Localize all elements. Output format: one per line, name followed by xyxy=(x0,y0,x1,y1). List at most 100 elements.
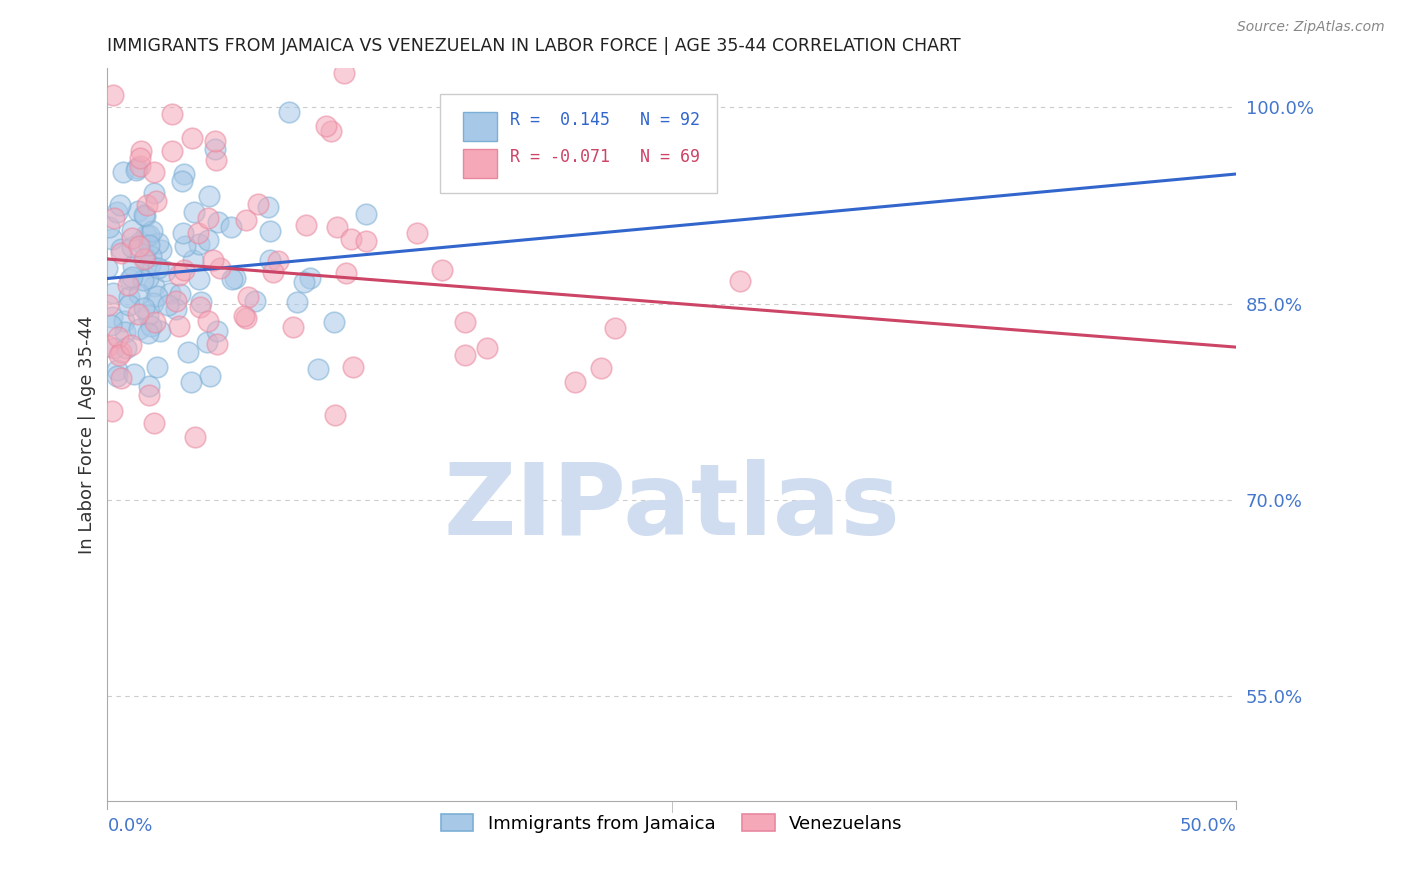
Point xyxy=(143,279,166,293)
Point xyxy=(326,220,349,235)
Point xyxy=(197,211,219,225)
Point xyxy=(221,272,243,286)
Point xyxy=(335,266,357,280)
Point xyxy=(430,263,453,277)
Point xyxy=(97,339,120,353)
Point xyxy=(406,226,429,240)
Point xyxy=(299,271,322,285)
Point xyxy=(134,251,156,265)
Point xyxy=(101,232,124,246)
Legend: Immigrants from Jamaica, Venezuelans: Immigrants from Jamaica, Venezuelans xyxy=(433,806,910,840)
Point xyxy=(110,242,132,256)
Point xyxy=(236,290,259,304)
Point xyxy=(121,223,143,237)
Point xyxy=(603,321,626,335)
Point xyxy=(120,338,142,352)
Point xyxy=(150,243,173,257)
Point xyxy=(262,265,284,279)
Point xyxy=(319,124,342,138)
Point xyxy=(454,348,477,362)
Text: 50.0%: 50.0% xyxy=(1180,817,1236,835)
Point xyxy=(198,368,221,383)
Point xyxy=(121,269,143,284)
Point xyxy=(128,238,150,252)
Point xyxy=(207,215,229,229)
Point xyxy=(138,228,160,243)
Point xyxy=(169,287,191,301)
Point xyxy=(136,308,159,322)
Point xyxy=(125,161,148,175)
Point xyxy=(146,236,169,251)
Point xyxy=(132,208,155,222)
Point xyxy=(110,245,132,260)
Point xyxy=(132,273,155,287)
Point xyxy=(177,344,200,359)
Point xyxy=(247,197,270,211)
Point xyxy=(195,335,218,350)
Point xyxy=(114,326,136,340)
Point xyxy=(197,233,219,247)
Point xyxy=(591,360,613,375)
Point xyxy=(143,315,166,329)
Point xyxy=(117,277,139,292)
Point xyxy=(111,165,134,179)
Point xyxy=(107,348,129,362)
Point xyxy=(122,259,145,273)
Point xyxy=(224,271,246,285)
Point xyxy=(165,301,187,316)
Point xyxy=(180,375,202,389)
Point xyxy=(728,274,751,288)
Point xyxy=(165,293,187,308)
Point xyxy=(167,318,190,333)
Point xyxy=(110,345,132,359)
Point xyxy=(146,260,169,275)
Text: ZIPatlas: ZIPatlas xyxy=(443,459,900,557)
Point xyxy=(141,224,163,238)
Point xyxy=(146,359,169,374)
Point xyxy=(277,104,299,119)
Point xyxy=(127,307,149,321)
Point xyxy=(138,379,160,393)
Point xyxy=(105,368,128,383)
Point xyxy=(564,375,586,389)
Point xyxy=(323,408,346,422)
Point xyxy=(100,404,122,418)
Point xyxy=(141,249,163,263)
Point xyxy=(105,363,128,377)
Point xyxy=(160,107,183,121)
Point xyxy=(112,314,135,328)
Point xyxy=(167,268,190,282)
Point xyxy=(172,174,194,188)
Point xyxy=(342,360,364,375)
Point xyxy=(333,66,356,80)
Point xyxy=(132,301,155,315)
Point xyxy=(157,298,180,312)
Point xyxy=(143,186,166,201)
Point xyxy=(138,238,160,252)
Point xyxy=(173,167,195,181)
Point xyxy=(159,285,181,300)
Point xyxy=(173,263,195,277)
Point xyxy=(153,264,176,278)
Point xyxy=(204,134,226,148)
Point xyxy=(96,261,118,276)
Point xyxy=(183,252,205,267)
Point xyxy=(139,258,162,272)
Point xyxy=(354,207,377,221)
Point xyxy=(283,320,305,334)
Point xyxy=(205,324,228,338)
Point xyxy=(108,197,131,211)
Point xyxy=(135,198,157,212)
Point xyxy=(174,239,197,253)
Point xyxy=(197,314,219,328)
Point xyxy=(187,226,209,240)
Point xyxy=(136,271,159,285)
Point xyxy=(475,342,498,356)
Point xyxy=(202,253,225,268)
Point xyxy=(110,371,132,385)
Point xyxy=(184,430,207,444)
Bar xyxy=(463,149,496,178)
Point xyxy=(103,341,125,355)
Point xyxy=(114,342,136,356)
Point xyxy=(128,322,150,336)
